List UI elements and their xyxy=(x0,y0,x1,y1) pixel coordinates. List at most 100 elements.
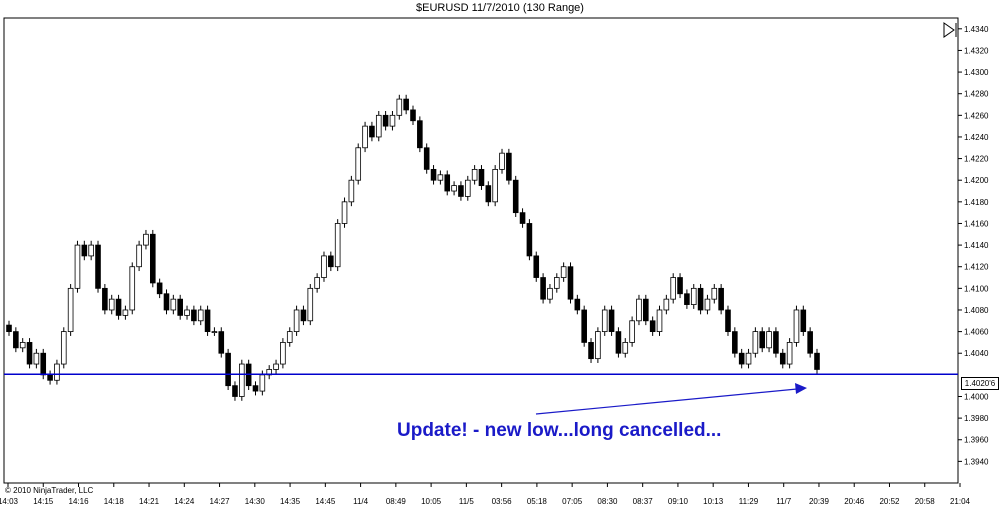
candle-down xyxy=(191,309,197,322)
candle-up xyxy=(348,179,355,203)
candle-up xyxy=(314,277,320,289)
candle-up xyxy=(170,298,177,311)
y-tick-label: 1.4320 xyxy=(964,46,989,55)
candle-up xyxy=(334,223,341,268)
y-tick-label: 1.4280 xyxy=(964,90,989,99)
candle-up xyxy=(60,331,67,365)
candle-down xyxy=(458,185,464,197)
candle-up xyxy=(752,331,759,354)
candle-down xyxy=(725,309,731,333)
candle-up xyxy=(19,342,26,349)
candle-down xyxy=(732,331,738,354)
y-tick-label: 1.4340 xyxy=(964,25,989,34)
candle-up xyxy=(197,309,204,322)
candle-up xyxy=(307,287,314,322)
y-tick-label: 1.4080 xyxy=(964,306,989,315)
time-axis[interactable]: 14:03 14:15 14:16 14:18 14:21 14:24 14:27 14:30… xyxy=(0,483,971,506)
candle-down xyxy=(485,185,492,203)
candle-down xyxy=(540,277,546,300)
candle-up xyxy=(74,244,81,289)
candle-down xyxy=(156,282,163,295)
candle-down xyxy=(163,293,170,311)
candle-up xyxy=(745,352,752,365)
candle-down xyxy=(26,342,33,365)
play-to-end-icon[interactable] xyxy=(941,21,959,39)
candle-down xyxy=(417,120,423,149)
candle-up xyxy=(786,342,793,365)
candle-down xyxy=(382,114,389,127)
x-tick-label: 07:05 xyxy=(562,497,583,506)
candle-down xyxy=(800,309,807,333)
candle-up xyxy=(273,363,279,370)
candle-up xyxy=(464,179,471,197)
current-price-label: 1.4020'6 xyxy=(961,377,999,390)
candle-up xyxy=(636,298,642,322)
candle-down xyxy=(677,277,683,295)
x-tick-label: 11/5 xyxy=(459,497,475,506)
x-tick-label: 05:18 xyxy=(527,497,548,506)
candle-up xyxy=(341,201,348,224)
candle-up xyxy=(375,114,382,138)
candle-down xyxy=(149,233,156,284)
x-tick-label: 20:39 xyxy=(809,497,830,506)
candle-down xyxy=(588,342,594,360)
x-tick-label: 10:05 xyxy=(421,497,442,506)
candle-down xyxy=(684,293,690,305)
chart-title: $EURUSD 11/7/2010 (130 Range) xyxy=(416,2,584,14)
x-tick-label: 08:49 xyxy=(386,497,407,506)
candle-down xyxy=(574,298,581,311)
candle-down xyxy=(232,385,238,397)
candle-down xyxy=(814,352,820,370)
x-tick-label: 14:21 xyxy=(139,497,160,506)
candle-down xyxy=(506,152,512,181)
y-tick-label: 1.4000 xyxy=(964,392,989,401)
x-tick-label: 11/4 xyxy=(353,497,369,506)
candle-down xyxy=(444,174,451,192)
x-tick-label: 20:58 xyxy=(915,497,936,506)
y-tick-label: 1.4220 xyxy=(964,155,989,164)
candle-down xyxy=(478,168,485,187)
candle-up xyxy=(321,255,327,278)
candle-up xyxy=(184,309,190,316)
y-tick-label: 1.4140 xyxy=(964,241,989,250)
candle-up xyxy=(670,277,676,300)
candle-down xyxy=(177,298,183,316)
x-tick-label: 10:13 xyxy=(703,497,724,506)
candle-up xyxy=(629,320,635,343)
x-tick-label: 14:03 xyxy=(0,497,19,506)
candle-down xyxy=(519,212,526,224)
candle-up xyxy=(451,185,457,192)
candle-up xyxy=(355,147,362,181)
candle-down xyxy=(328,255,334,268)
candle-down xyxy=(512,179,519,214)
candle-down xyxy=(567,266,574,300)
candle-down xyxy=(252,385,259,392)
candle-down xyxy=(225,352,231,387)
x-tick-label: 14:35 xyxy=(280,497,301,506)
candle-up xyxy=(54,363,60,381)
y-tick-label: 1.4120 xyxy=(964,263,989,272)
candle-up xyxy=(33,352,40,365)
candle-up xyxy=(554,277,560,289)
candle-down xyxy=(115,298,122,316)
price-axis[interactable]: 1.4340 1.4320 1.4300 1.4280 1.4260 1.4240 1.42… xyxy=(958,25,989,467)
x-tick-label: 08:30 xyxy=(597,497,618,506)
candle-down xyxy=(403,98,409,111)
candle-up xyxy=(108,298,115,311)
candle-down xyxy=(13,331,19,349)
y-tick-label: 1.3960 xyxy=(964,436,989,445)
x-tick-label: 14:18 xyxy=(104,497,125,506)
candle-up xyxy=(547,287,553,300)
candle-down xyxy=(369,125,375,138)
candle-up xyxy=(704,298,711,311)
y-tick-label: 1.4060 xyxy=(964,328,989,337)
y-tick-label: 1.3980 xyxy=(964,414,989,423)
candle-down xyxy=(779,352,786,365)
candle-down xyxy=(47,374,53,381)
candle-down xyxy=(738,352,745,365)
x-tick-label: 14:27 xyxy=(210,497,231,506)
candle-up xyxy=(793,309,800,343)
x-tick-label: 20:46 xyxy=(844,497,865,506)
y-tick-label: 1.4200 xyxy=(964,176,989,185)
